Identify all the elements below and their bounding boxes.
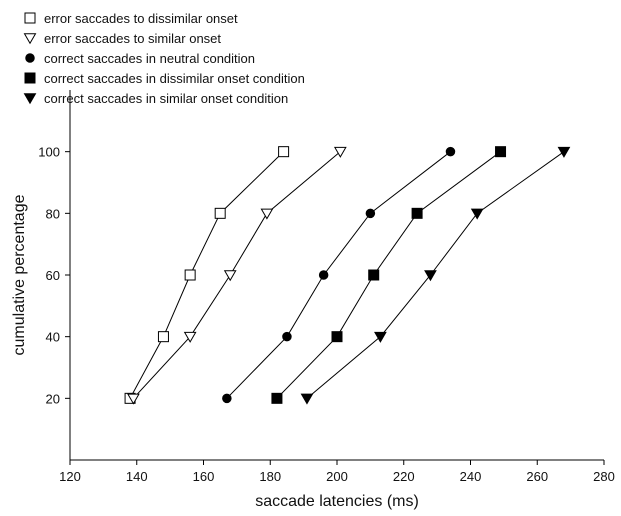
x-axis-label: saccade latencies (ms) bbox=[255, 493, 419, 510]
data-point bbox=[368, 269, 380, 281]
legend-label: error saccades to similar onset bbox=[44, 31, 221, 46]
x-tick-label: 200 bbox=[326, 469, 348, 484]
data-point bbox=[184, 269, 196, 281]
legend-label: correct saccades in similar onset condit… bbox=[44, 91, 288, 106]
y-axis-ticks: 20 40 60 80 100 bbox=[38, 145, 70, 406]
data-point bbox=[557, 146, 571, 158]
legend-marker bbox=[23, 93, 37, 105]
series-line bbox=[276, 151, 501, 399]
series-2 bbox=[127, 146, 347, 405]
series-1 bbox=[124, 146, 290, 404]
legend-label: correct saccades in dissimilar onset con… bbox=[44, 71, 305, 86]
data-point bbox=[282, 331, 292, 342]
data-point bbox=[331, 331, 343, 343]
x-axis-ticks: 120 140 160 180 200 220 240 260 280 bbox=[59, 460, 615, 484]
x-tick-label: 120 bbox=[59, 469, 81, 484]
y-tick-label: 40 bbox=[46, 330, 60, 345]
x-tick-label: 240 bbox=[460, 469, 482, 484]
y-tick-label: 80 bbox=[46, 206, 60, 221]
x-tick-label: 180 bbox=[259, 469, 281, 484]
data-point bbox=[157, 331, 169, 343]
data-point bbox=[411, 207, 423, 219]
data-point bbox=[278, 146, 290, 158]
y-tick-label: 100 bbox=[38, 145, 60, 160]
series-line bbox=[133, 151, 341, 399]
x-tick-label: 220 bbox=[393, 469, 415, 484]
data-point bbox=[223, 270, 237, 282]
series-layer bbox=[124, 146, 571, 405]
x-tick-label: 260 bbox=[526, 469, 548, 484]
data-point bbox=[271, 392, 283, 404]
x-tick-label: 280 bbox=[593, 469, 615, 484]
series-3 bbox=[222, 146, 456, 404]
series-4 bbox=[271, 146, 507, 404]
data-point bbox=[127, 393, 140, 405]
data-point bbox=[470, 208, 484, 220]
legend-label: correct saccades in neutral condition bbox=[44, 51, 255, 66]
x-tick-label: 140 bbox=[126, 469, 148, 484]
data-point bbox=[214, 207, 226, 219]
data-point bbox=[318, 270, 329, 280]
legend-marker bbox=[24, 72, 36, 84]
legend-item: error saccades to similar onset bbox=[23, 31, 221, 46]
y-tick-label: 20 bbox=[46, 391, 60, 406]
data-point bbox=[300, 393, 314, 405]
legend: error saccades to dissimilar onset error … bbox=[23, 11, 305, 106]
legend-label: error saccades to dissimilar onset bbox=[44, 11, 238, 26]
legend-item: error saccades to dissimilar onset bbox=[24, 11, 238, 26]
legend-marker bbox=[25, 53, 35, 63]
legend-marker bbox=[23, 33, 37, 45]
legend-item: correct saccades in neutral condition bbox=[25, 51, 255, 66]
y-axis-label: cumulative percentage bbox=[11, 194, 28, 355]
series-5 bbox=[300, 146, 571, 405]
data-point bbox=[495, 146, 507, 158]
plot-area: 120 140 160 180 200 220 240 260 280 20 40 60 80 100 bbox=[38, 90, 615, 484]
legend-item: correct saccades in dissimilar onset con… bbox=[24, 71, 305, 86]
data-point bbox=[424, 270, 437, 282]
data-point bbox=[222, 393, 232, 404]
data-point bbox=[260, 208, 274, 220]
y-tick-label: 60 bbox=[46, 268, 60, 283]
data-point bbox=[183, 331, 197, 343]
data-point bbox=[333, 146, 347, 158]
series-line bbox=[226, 151, 451, 399]
series-line bbox=[306, 151, 565, 399]
data-point bbox=[365, 208, 376, 219]
data-point bbox=[445, 146, 456, 157]
series-line bbox=[129, 151, 284, 399]
legend-marker bbox=[24, 12, 36, 24]
legend-item: correct saccades in similar onset condit… bbox=[23, 91, 288, 106]
data-point bbox=[374, 331, 387, 343]
x-tick-label: 160 bbox=[193, 469, 215, 484]
